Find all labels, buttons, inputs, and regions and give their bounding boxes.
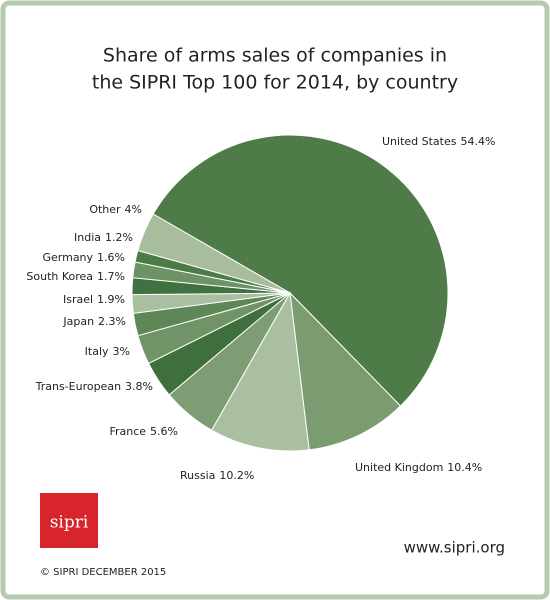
slice-label: Japan 2.3% — [62, 315, 126, 328]
slice-value: 3% — [113, 345, 130, 358]
slice-label: India 1.2% — [74, 231, 133, 244]
slice-label: United Kingdom 10.4% — [355, 461, 482, 474]
slice-name: Italy — [85, 345, 109, 358]
logo-text: sipri — [50, 513, 89, 533]
logo-box — [40, 493, 98, 548]
slice-name: South Korea — [26, 270, 93, 283]
slice-value: 2.3% — [98, 315, 126, 328]
credit: © SIPRI DECEMBER 2015 — [40, 567, 166, 578]
slice-value: 1.6% — [97, 251, 125, 264]
slice-value: 1.9% — [97, 293, 125, 306]
slice-label: France 5.6% — [109, 425, 178, 438]
slice-label: United States 54.4% — [382, 135, 495, 148]
slice-label: Germany 1.6% — [42, 251, 125, 264]
slice-value: 1.2% — [105, 231, 133, 244]
slice-value: 10.2% — [219, 469, 254, 482]
slice-label: Trans-European 3.8% — [35, 380, 153, 393]
slice-label: Italy 3% — [85, 345, 130, 358]
chart-title: Share of arms sales of companies in — [103, 45, 447, 67]
chart-title: the SIPRI Top 100 for 2014, by country — [92, 72, 458, 94]
slice-name: France — [109, 425, 146, 438]
slice-name: Other — [89, 203, 121, 216]
slice-value: 1.7% — [97, 270, 125, 283]
slice-value: 10.4% — [447, 461, 482, 474]
slice-label: Russia 10.2% — [180, 469, 254, 482]
pie-slice — [152, 134, 449, 407]
slice-name: United States — [382, 135, 457, 148]
website: www.sipri.org — [404, 539, 505, 557]
slice-name: India — [74, 231, 101, 244]
slice-name: Israel — [63, 293, 93, 306]
slice-label: Other 4% — [89, 203, 142, 216]
pie — [131, 134, 449, 452]
slice-name: Japan — [62, 315, 94, 328]
pie-slice — [210, 291, 310, 452]
pie-slice — [289, 291, 402, 451]
pie-slice — [137, 213, 291, 294]
slice-value: 4% — [125, 203, 142, 216]
slice-name: Germany — [42, 251, 93, 264]
slice-value: 5.6% — [150, 425, 178, 438]
slice-label: South Korea 1.7% — [26, 270, 125, 283]
slice-name: Trans-European — [35, 380, 121, 393]
slice-value: 3.8% — [125, 380, 153, 393]
slice-value: 54.4% — [461, 135, 496, 148]
slice-label: Israel 1.9% — [63, 293, 125, 306]
slice-name: United Kingdom — [355, 461, 443, 474]
slice-name: Russia — [180, 469, 215, 482]
